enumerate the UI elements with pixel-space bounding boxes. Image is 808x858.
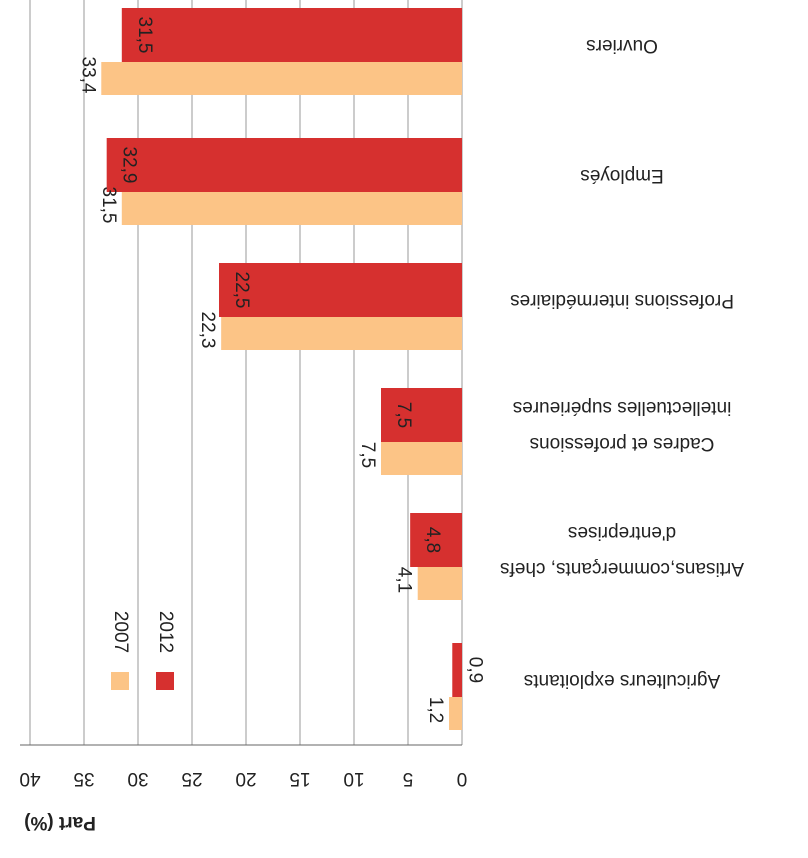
data-label: 0,9	[464, 657, 485, 683]
category-label: Ouvriers	[586, 35, 658, 56]
data-label: 22,3	[197, 312, 218, 349]
data-label: 33,4	[77, 57, 98, 94]
data-label: 32,9	[119, 147, 140, 184]
bar	[121, 8, 463, 62]
bar	[101, 62, 462, 95]
y-tick-label: 40	[19, 768, 40, 789]
axis-title: Part (%)	[24, 812, 96, 833]
data-label: 4,8	[422, 527, 443, 553]
category-label: Employés	[580, 165, 663, 186]
data-label: 22,5	[231, 272, 252, 309]
bar	[410, 513, 462, 567]
category-label: Artisans,commerçants, chefsd'entreprises	[500, 522, 744, 579]
bar	[452, 643, 462, 697]
bar	[417, 567, 462, 600]
data-label: 4,1	[394, 567, 415, 593]
legend-swatch	[156, 672, 174, 690]
legend-label: 2007	[110, 611, 131, 653]
y-tick-label: 35	[73, 768, 94, 789]
data-label: 7,5	[357, 442, 378, 468]
bar	[219, 263, 462, 317]
y-tick-label: 10	[343, 768, 364, 789]
category-label: Agriculteurs exploitants	[524, 670, 720, 691]
y-tick-label: 20	[235, 768, 256, 789]
bar	[121, 192, 463, 225]
category-label: Professions intermédiaires	[510, 290, 734, 311]
y-tick-label: 5	[403, 768, 414, 789]
y-tick-label: 0	[457, 768, 468, 789]
y-tick-label: 25	[181, 768, 202, 789]
data-label: 7,5	[393, 402, 414, 428]
bar	[381, 388, 462, 442]
bar	[449, 697, 462, 730]
legend-label: 2012	[155, 611, 176, 653]
category-label: Cadres et professionsintellectuelles sup…	[513, 397, 732, 454]
y-tick-label: 30	[127, 768, 148, 789]
bar	[381, 442, 462, 475]
bar	[106, 138, 463, 192]
data-label: 31,5	[98, 187, 119, 224]
legend-swatch	[111, 672, 129, 690]
data-label: 1,2	[425, 697, 446, 723]
y-tick-label: 15	[289, 768, 310, 789]
data-label: 31,5	[134, 17, 155, 54]
bar	[221, 317, 462, 350]
